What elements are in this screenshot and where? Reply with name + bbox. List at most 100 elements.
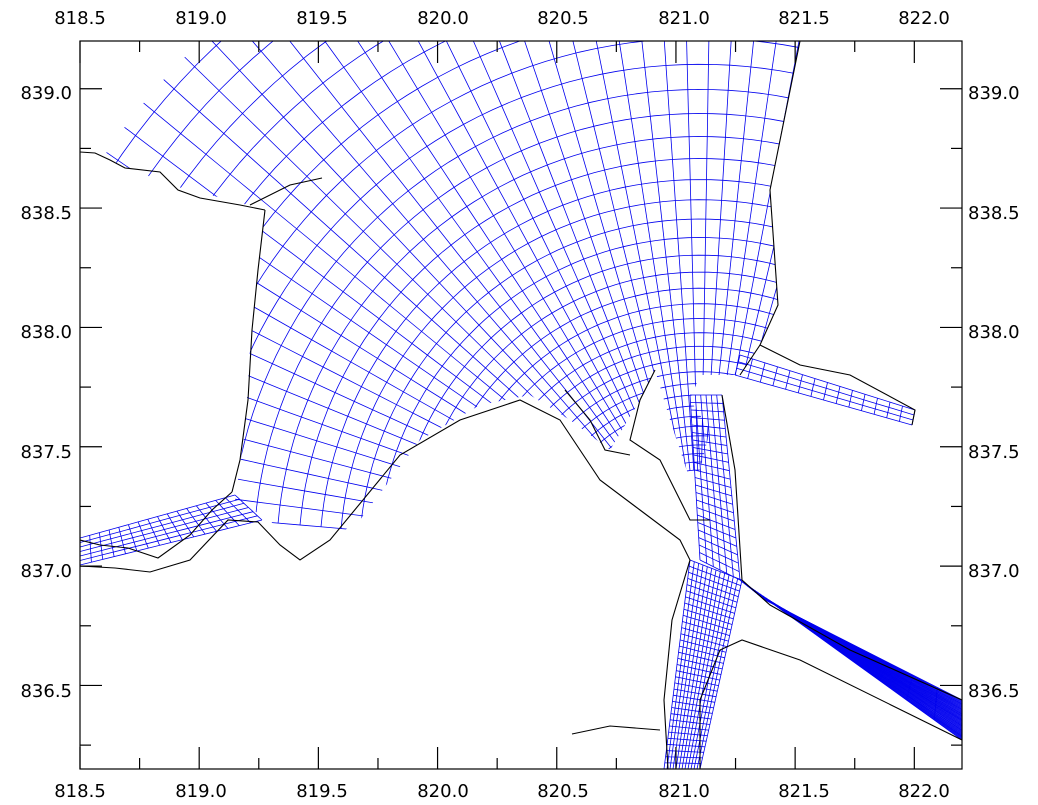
grid-line bbox=[383, 41, 661, 480]
grid-line bbox=[378, 237, 800, 532]
grid-line bbox=[759, 362, 766, 383]
grid-line bbox=[469, 41, 672, 475]
grid-line bbox=[80, 231, 621, 520]
grid-line bbox=[689, 565, 741, 586]
grid-line bbox=[878, 662, 889, 681]
grid-line bbox=[712, 41, 800, 472]
grid-line bbox=[705, 41, 744, 471]
grid-line bbox=[395, 254, 800, 534]
x-tick-label: 818.5 bbox=[54, 8, 106, 29]
grid-line bbox=[686, 584, 738, 603]
coastline bbox=[80, 41, 962, 769]
grid-line bbox=[692, 432, 727, 438]
grid-line bbox=[674, 682, 718, 692]
coastline-segment bbox=[571, 725, 661, 735]
grid-line bbox=[498, 41, 676, 474]
grid-line bbox=[696, 499, 734, 514]
grid-line bbox=[668, 731, 708, 736]
grid-line bbox=[80, 519, 263, 566]
y-tick-label: 837.5 bbox=[20, 442, 72, 463]
grid-line bbox=[80, 259, 619, 523]
grid-line bbox=[686, 590, 736, 609]
grid-line bbox=[699, 552, 740, 572]
grid-line bbox=[356, 41, 658, 482]
grid-line bbox=[277, 136, 800, 524]
x-tick-label: 821.5 bbox=[778, 781, 830, 802]
grid-line bbox=[340, 199, 800, 529]
grid-line bbox=[720, 41, 800, 473]
grid-line bbox=[899, 406, 903, 422]
grid-line bbox=[80, 41, 800, 499]
grid-line bbox=[682, 621, 730, 636]
grid-line bbox=[89, 177, 624, 513]
grid-line bbox=[566, 425, 763, 549]
grid-line bbox=[229, 41, 642, 493]
grid-line bbox=[602, 461, 747, 552]
grid-line bbox=[708, 41, 775, 471]
grid-line bbox=[676, 664, 722, 675]
grid-line bbox=[687, 578, 739, 598]
grid-line bbox=[767, 599, 790, 613]
x-tick-label: 820.0 bbox=[417, 781, 469, 802]
y-tick-label: 837.0 bbox=[20, 561, 72, 582]
grid-line bbox=[677, 658, 723, 670]
mesh-southeast-channel bbox=[739, 579, 962, 741]
mesh-south-channel bbox=[663, 559, 743, 769]
grid-line bbox=[681, 627, 729, 642]
grid-line bbox=[93, 41, 800, 508]
grid-line bbox=[698, 529, 737, 547]
grid-line bbox=[682, 614, 732, 631]
x-tick-label: 819.0 bbox=[175, 8, 227, 29]
coastline-segment bbox=[721, 394, 962, 701]
grid-line bbox=[230, 88, 800, 520]
grid-line bbox=[738, 361, 915, 416]
grid-line bbox=[678, 651, 724, 664]
grid-line bbox=[683, 608, 733, 625]
grid-line bbox=[690, 402, 723, 404]
grid-line bbox=[696, 507, 735, 522]
coastline-segment bbox=[759, 344, 916, 426]
grid-line bbox=[179, 41, 800, 515]
y-tick-label: 838.0 bbox=[968, 322, 1020, 343]
y-tick-label: 839.0 bbox=[968, 83, 1020, 104]
grid-line bbox=[873, 398, 878, 415]
top-x-axis-labels: 818.5 819.0 819.5 820.0 820.5 821.0 821.… bbox=[54, 8, 950, 29]
grid-line bbox=[694, 469, 731, 480]
grid-line bbox=[80, 498, 240, 543]
grid-line bbox=[933, 687, 938, 721]
coastline-segment bbox=[80, 151, 266, 211]
coastline-segment bbox=[249, 177, 323, 206]
grid-line bbox=[848, 390, 853, 408]
grid-line bbox=[716, 41, 800, 472]
grid-line bbox=[665, 756, 703, 759]
mesh-narrow-channel bbox=[689, 394, 741, 581]
grid-line bbox=[772, 366, 778, 386]
grid-line bbox=[143, 102, 631, 504]
grid-line bbox=[736, 367, 914, 421]
coastline-segment bbox=[699, 639, 962, 769]
grid-line bbox=[303, 41, 651, 486]
grid-line bbox=[734, 41, 800, 478]
grid-line bbox=[823, 382, 828, 401]
mesh-east-inlet bbox=[734, 354, 916, 426]
grid-line bbox=[694, 477, 732, 488]
grid-line bbox=[277, 41, 648, 488]
grid-line bbox=[664, 762, 702, 764]
bottom-x-axis-labels: 818.5 819.0 819.5 820.0 820.5 821.0 821.… bbox=[54, 781, 950, 802]
grid-line bbox=[688, 571, 740, 592]
grid-line bbox=[80, 405, 613, 542]
x-tick-label: 821.0 bbox=[658, 781, 710, 802]
grid-line bbox=[739, 354, 916, 411]
grid-line bbox=[785, 370, 791, 390]
grid-line bbox=[747, 358, 753, 379]
grid-line bbox=[906, 674, 914, 701]
grid-line bbox=[835, 386, 841, 404]
grid-line bbox=[861, 394, 866, 411]
grid-line bbox=[80, 515, 258, 561]
grid-line bbox=[697, 514, 736, 530]
coastline-segment bbox=[80, 491, 233, 559]
grid-line bbox=[329, 41, 655, 484]
x-tick-label: 819.5 bbox=[296, 781, 348, 802]
x-tick-label: 820.5 bbox=[537, 8, 589, 29]
grid-line bbox=[558, 41, 683, 472]
